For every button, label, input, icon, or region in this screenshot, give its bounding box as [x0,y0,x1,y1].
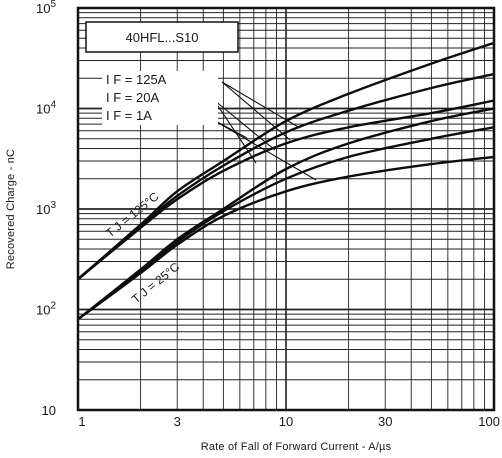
y-tick-label: 104 [36,100,56,117]
plot-frame [76,6,496,412]
y-tick-label: 102 [36,301,56,318]
if-legend: I F = 125A I F = 20A I F = 1A [102,71,218,125]
if-label-1a: I F = 1A [106,108,152,123]
x-axis-title: Rate of Fall of Forward Current - A/µs [201,441,392,453]
curve-tj125-if-1a [77,99,495,281]
if-label-20a: I F = 20A [106,90,159,105]
tj-25c-label: T J = 25°C [129,259,182,306]
x-tick-label: 30 [378,414,392,429]
y-tick-label: 103 [36,200,56,217]
curve-tj25-if-125a [77,107,495,321]
leader-line [213,99,276,151]
leader-line [221,81,301,129]
x-tick-label: 3 [174,414,181,429]
curve-tj25-if-20a [77,126,495,321]
leader-line [209,117,317,181]
if-legend-background [102,71,218,125]
y-tick-label: 10 [42,403,56,418]
y-tick-label: 105 [36,0,56,16]
curve-tj25-if-1a [77,155,495,321]
series-curves [77,41,495,321]
leader-line [221,81,291,141]
curve-tj125-if-20a [77,72,495,281]
x-tick-label: 1 [78,414,85,429]
y-tick-labels: 10 102 103 104 105 [36,0,56,418]
x-tick-labels: 1 3 10 30 100 [78,414,500,429]
grid [78,8,494,410]
x-tick-label: 10 [279,414,293,429]
y-axis-title: Recovered Charge - nC [5,149,17,269]
device-label: 40HFL...S10 [126,30,199,45]
device-label-box [85,21,239,53]
if-label-125a: I F = 125A [106,72,167,87]
x-tick-label: 100 [478,414,500,429]
